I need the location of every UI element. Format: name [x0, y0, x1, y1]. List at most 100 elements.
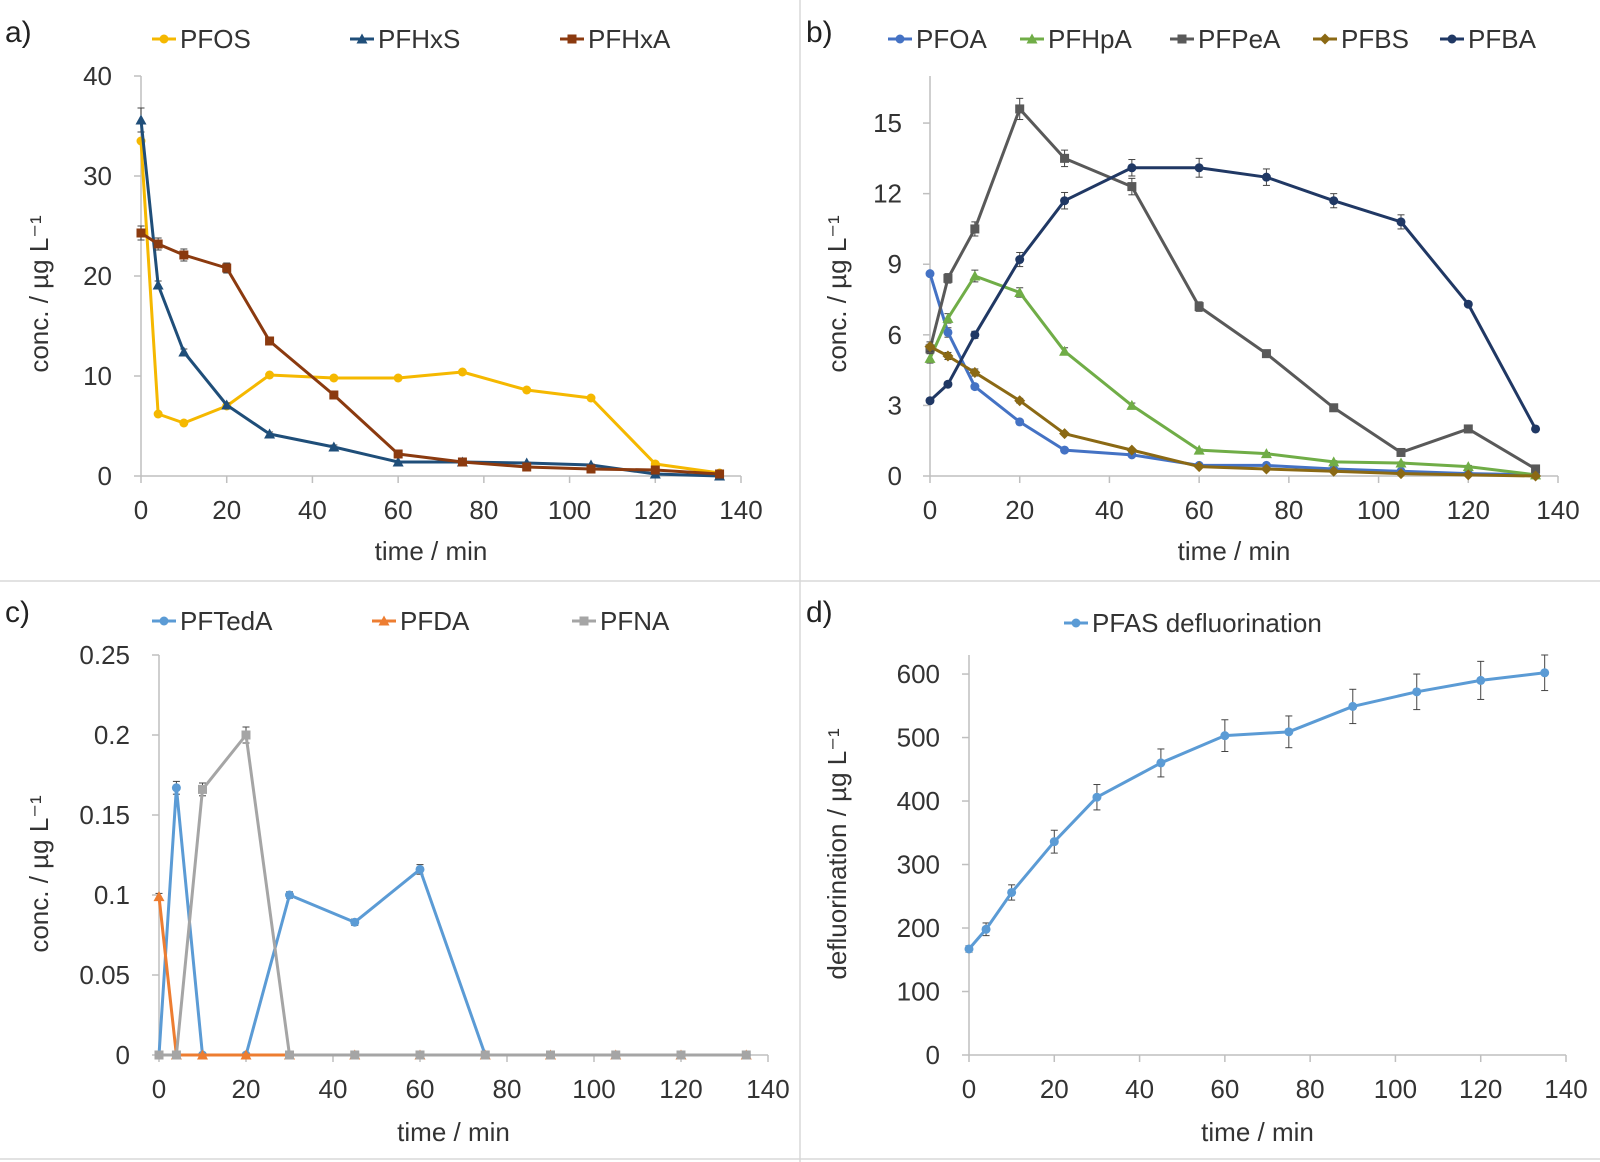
y-tick-label: 0: [116, 1040, 130, 1070]
x-tick-label: 140: [1536, 495, 1579, 525]
data-point: [1395, 457, 1407, 468]
x-tick-label: 80: [469, 495, 498, 525]
series-PFAS defluorination: [964, 654, 1550, 954]
data-point: [179, 418, 189, 428]
x-tick-label: 80: [1296, 1074, 1325, 1104]
data-point: [1463, 424, 1473, 434]
data-point: [1156, 758, 1166, 768]
data-point: [676, 1050, 686, 1060]
data-point: [943, 327, 953, 337]
panel-label: d): [806, 596, 833, 629]
legend-marker: [1319, 33, 1331, 45]
data-point: [153, 239, 163, 249]
series-line: [159, 733, 747, 1057]
x-tick-label: 120: [1447, 495, 1490, 525]
data-point: [1463, 299, 1473, 309]
legend-label: PFBA: [1468, 24, 1537, 54]
x-tick-label: 140: [1544, 1074, 1587, 1104]
series-line: [157, 786, 747, 1057]
data-point: [943, 379, 953, 389]
data-point: [1007, 887, 1017, 897]
data-point: [942, 312, 954, 323]
series-PFPeA: [925, 97, 1541, 474]
y-tick-label: 6: [888, 320, 902, 350]
data-point: [1260, 463, 1272, 475]
legend-marker: [567, 34, 577, 44]
legend-entry: PFDA: [372, 606, 470, 636]
data-point: [136, 228, 146, 238]
data-point: [1531, 464, 1541, 474]
legend-entry: PFHpA: [1020, 24, 1132, 54]
data-point: [546, 1050, 555, 1060]
data-point: [415, 864, 425, 874]
y-tick-label: 15: [873, 108, 902, 138]
data-point: [480, 1050, 490, 1060]
data-point: [393, 373, 403, 383]
data-point: [178, 346, 190, 357]
panel-label: b): [806, 16, 833, 49]
series-PFTedA: [154, 780, 751, 1060]
y-tick-label: 3: [888, 390, 902, 420]
data-point: [650, 465, 660, 475]
data-point: [1060, 196, 1070, 206]
x-tick-label: 0: [923, 495, 937, 525]
series-line: [967, 671, 1545, 950]
data-point: [265, 336, 275, 346]
legend-marker: [579, 616, 589, 626]
data-point: [1126, 399, 1138, 410]
legend-label: PFHpA: [1048, 24, 1132, 54]
data-point: [1126, 444, 1138, 456]
data-point: [1059, 428, 1071, 440]
y-axis-title: defluorination / µg L⁻¹: [822, 728, 852, 980]
data-point: [1261, 172, 1271, 182]
series-PFHxA: [136, 225, 725, 479]
data-point: [265, 370, 275, 380]
data-point: [240, 1049, 252, 1060]
legend-label: PFPeA: [1198, 24, 1281, 54]
series-PFNA: [154, 726, 751, 1060]
data-point: [1193, 444, 1205, 455]
data-point: [1329, 403, 1339, 413]
data-point: [925, 269, 935, 279]
x-axis-title: time / min: [397, 1117, 510, 1147]
data-point: [611, 1050, 621, 1060]
x-tick-label: 0: [962, 1074, 976, 1104]
panel-label: c): [5, 596, 30, 629]
x-axis-title: time / min: [1178, 536, 1291, 566]
series-PFHpA: [924, 269, 1542, 480]
panel-d: d) 0 100 200 300 400 500 600 0 20 40 60 80 100 120 140 t…: [806, 596, 1588, 1147]
x-tick-label: 20: [232, 1074, 261, 1104]
data-point: [924, 352, 936, 363]
data-point: [1060, 153, 1070, 163]
y-tick-label: 400: [897, 786, 940, 816]
legend-entry: PFNA: [572, 606, 670, 636]
series-line: [929, 345, 1536, 478]
legend-label: PFOA: [916, 24, 987, 54]
data-point: [222, 263, 232, 273]
legend-entry: PFHxS: [350, 24, 460, 54]
x-tick-label: 0: [134, 495, 148, 525]
data-point: [457, 367, 467, 377]
data-point: [154, 1050, 164, 1060]
data-point: [264, 428, 276, 439]
data-point: [457, 457, 467, 467]
legend-marker: [1026, 33, 1038, 44]
legend-marker: [378, 615, 390, 626]
data-point: [1284, 727, 1294, 737]
x-tick-label: 80: [1274, 495, 1303, 525]
series-PFBA: [925, 157, 1541, 434]
x-tick-label: 100: [572, 1074, 615, 1104]
series-PFOS: [136, 136, 725, 478]
y-tick-label: 0.25: [79, 640, 130, 670]
x-tick-label: 20: [212, 495, 241, 525]
legend-label: PFOS: [180, 24, 251, 54]
y-tick-label: 300: [897, 850, 940, 880]
data-point: [1476, 675, 1486, 685]
series-line: [928, 273, 1536, 477]
x-tick-label: 120: [634, 495, 677, 525]
x-tick-label: 60: [1185, 495, 1214, 525]
panel-label: a): [5, 16, 32, 49]
data-point: [197, 1049, 208, 1060]
series-line: [928, 107, 1537, 471]
